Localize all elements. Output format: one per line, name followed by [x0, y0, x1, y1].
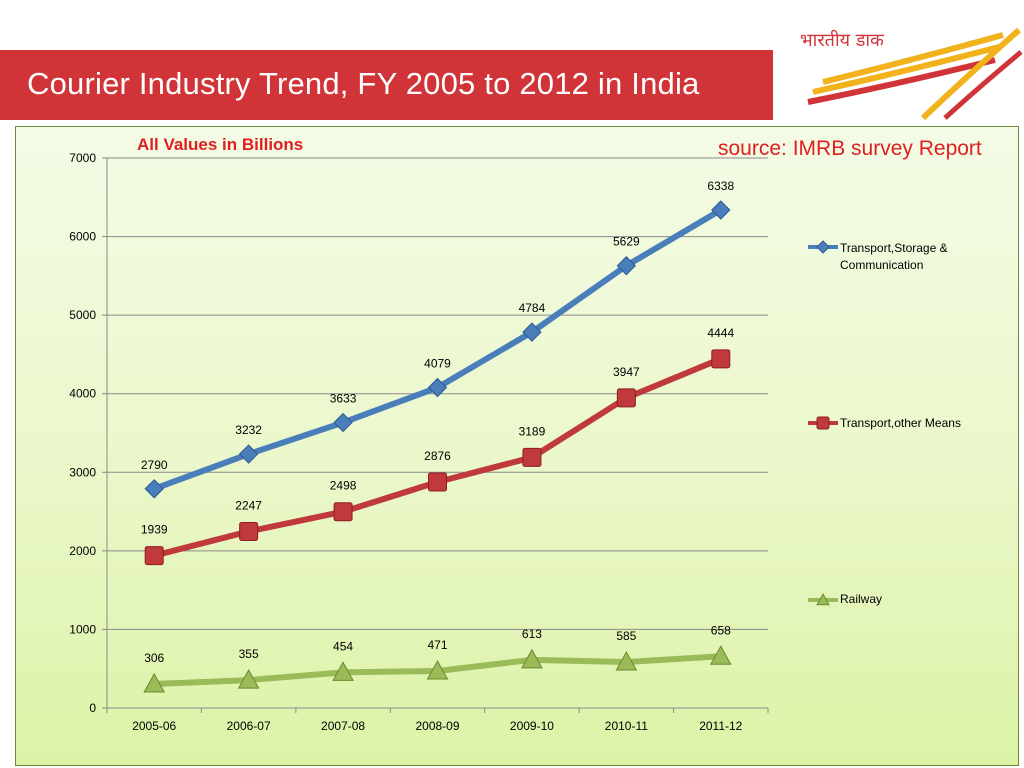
series-1-point [522, 322, 542, 342]
data-label: 6338 [707, 179, 734, 193]
slide-title: Courier Industry Trend, FY 2005 to 2012 … [27, 66, 700, 101]
data-label: 3633 [330, 392, 357, 406]
series-3-point [143, 672, 166, 693]
series-3-point [521, 648, 543, 669]
series-3-point [332, 661, 354, 681]
data-label: 1939 [141, 523, 168, 537]
india-post-logo [773, 0, 1024, 121]
legend-label-series-3: Railway [840, 592, 883, 606]
x-tick-label: 2006-07 [227, 719, 271, 733]
x-tick-label: 2010-11 [605, 719, 648, 733]
y-tick-label: 0 [89, 701, 96, 715]
y-tick-label: 3000 [69, 465, 96, 479]
data-label: 613 [522, 627, 542, 641]
y-tick-label: 4000 [69, 387, 96, 401]
data-label: 658 [711, 623, 731, 637]
y-tick-label: 5000 [69, 308, 96, 322]
series-3-point [237, 669, 260, 689]
data-label: 3232 [235, 423, 262, 437]
series-1-point [144, 479, 164, 499]
data-label: 2876 [424, 449, 451, 463]
data-label: 306 [144, 651, 164, 665]
x-tick-label: 2009-10 [510, 719, 554, 733]
y-tick-label: 1000 [69, 622, 96, 636]
x-tick-label: 2011-12 [699, 719, 742, 733]
data-label: 471 [427, 638, 447, 652]
series-3-point [615, 651, 638, 671]
data-label: 5629 [613, 235, 640, 249]
y-tick-label: 2000 [69, 544, 96, 558]
data-label: 3947 [613, 365, 640, 379]
series-3-point [709, 645, 732, 665]
data-label: 2498 [330, 479, 357, 493]
data-label: 4079 [424, 357, 451, 371]
series-2-point [711, 349, 731, 369]
series-1-point [616, 256, 637, 276]
legend-swatch-marker [816, 240, 830, 254]
units-note: All Values in Billions [137, 135, 304, 154]
data-label: 585 [616, 629, 636, 643]
data-label: 454 [333, 639, 353, 653]
x-tick-label: 2005-06 [132, 719, 176, 733]
data-label: 355 [239, 647, 259, 661]
series-2-point [239, 521, 259, 541]
series-2-point [428, 472, 447, 492]
data-label: 2247 [235, 498, 262, 512]
series-2-point [144, 546, 164, 566]
series-1-point [711, 200, 731, 220]
x-tick-label: 2008-09 [415, 719, 459, 733]
series-2-point [333, 502, 353, 522]
data-label: 4784 [519, 301, 546, 315]
logo-text: भारतीय डाक [800, 30, 884, 51]
series-line-1 [151, 207, 724, 492]
series-1-point [427, 377, 448, 398]
data-label: 2790 [141, 458, 168, 472]
y-tick-label: 7000 [69, 151, 96, 165]
legend-swatch-marker [816, 416, 830, 430]
legend-swatch-marker [816, 592, 830, 606]
series-3-point [426, 659, 449, 680]
data-label: 4444 [707, 326, 734, 340]
series-1-point [333, 412, 353, 433]
series-2-point [616, 388, 636, 408]
india-post-logo-icon [773, 0, 1024, 121]
source-note: source: IMRB survey Report [718, 137, 982, 160]
legend-label-series-2: Transport,other Means [840, 416, 961, 430]
data-label: 3189 [519, 424, 546, 438]
legend-label-series-1: Transport,Storage & Communication [840, 241, 948, 272]
x-tick-label: 2007-08 [321, 719, 365, 733]
y-tick-label: 6000 [69, 230, 96, 244]
series-2-point [522, 447, 542, 467]
series-1-point [238, 444, 259, 464]
